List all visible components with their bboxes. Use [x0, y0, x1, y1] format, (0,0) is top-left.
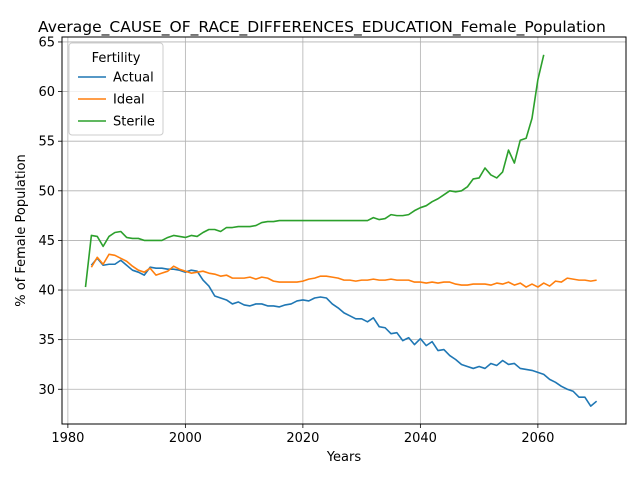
x-tick-label: 2020	[286, 431, 319, 446]
series-line-sterile	[84, 54, 545, 288]
plot-frame	[61, 36, 627, 425]
x-axis-label: Years	[326, 450, 362, 465]
y-tick-label: 45	[38, 234, 55, 249]
legend-box	[68, 42, 164, 136]
series-line-actual	[90, 257, 598, 407]
x-tick-label: 2040	[404, 431, 437, 446]
y-tick-label: 60	[38, 85, 55, 100]
legend-entry-sterile: Sterile	[113, 115, 155, 130]
x-tick-label: 1980	[51, 431, 84, 446]
chart-title: Average_CAUSE_OF_RACE_DIFFERENCES_EDUCAT…	[38, 18, 606, 37]
y-tick-label: 50	[38, 184, 55, 199]
y-axis-label: % of Female Population	[14, 154, 29, 307]
series-layer	[84, 54, 598, 407]
x-tick-label: 2000	[169, 431, 202, 446]
legend: Fertility Actual Ideal Sterile	[68, 42, 164, 136]
y-tick-label: 30	[38, 383, 55, 398]
y-tick-label: 65	[38, 35, 55, 50]
legend-entry-actual: Actual	[113, 71, 154, 86]
y-axis: 30 35 40 45 50 55 60 65	[38, 35, 62, 398]
series-line-ideal	[90, 253, 597, 288]
legend-title: Fertility	[92, 51, 141, 66]
legend-entry-ideal: Ideal	[113, 93, 145, 108]
y-tick-label: 40	[38, 284, 55, 299]
y-tick-label: 35	[38, 333, 55, 348]
y-tick-label: 55	[38, 135, 55, 150]
x-axis: 1980 2000 2020 2040 2060	[51, 424, 554, 446]
x-tick-label: 2060	[521, 431, 554, 446]
